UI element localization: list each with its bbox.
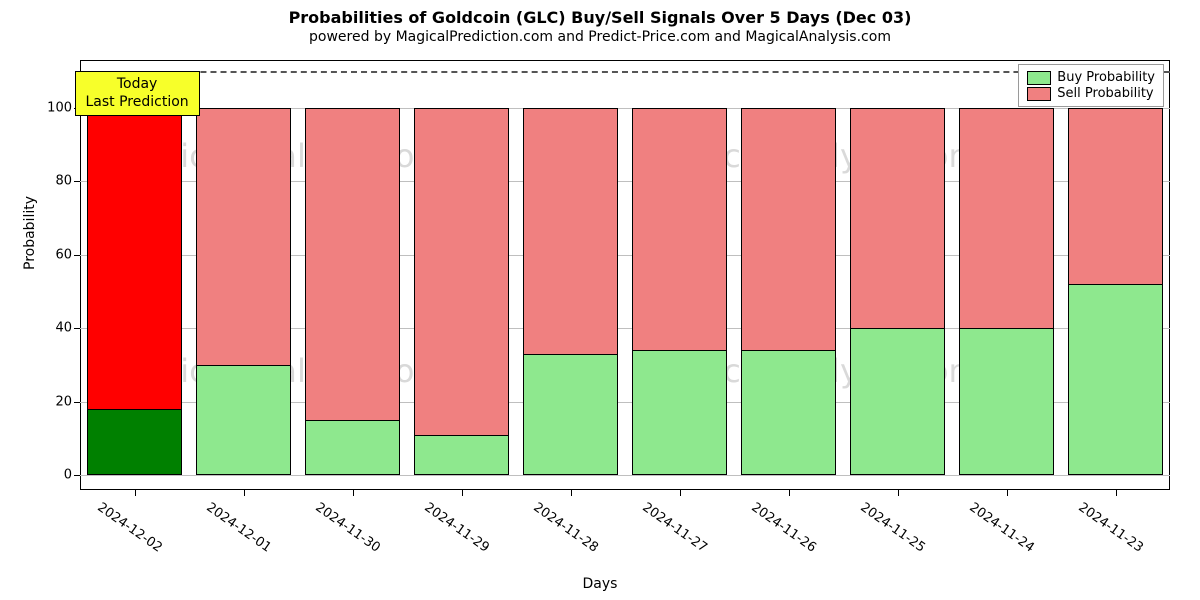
buy-bar: [523, 354, 619, 475]
x-tick-mark: [1007, 490, 1008, 496]
bar-group: [523, 60, 619, 490]
buy-bar: [305, 420, 401, 475]
x-tick-mark: [680, 490, 681, 496]
buy-bar: [87, 409, 183, 475]
buy-bar: [632, 350, 728, 475]
legend: Buy ProbabilitySell Probability: [1018, 64, 1164, 107]
buy-bar: [196, 365, 292, 475]
plot-area: 020406080100MagicalAnalysis.comMagicalAn…: [80, 60, 1170, 490]
y-tick-mark: [74, 475, 80, 476]
x-tick-label: 2024-12-02: [94, 500, 165, 556]
y-tick-label: 80: [55, 174, 72, 189]
legend-row-buy: Buy Probability: [1027, 70, 1155, 85]
bar-group: [632, 60, 728, 490]
y-tick-mark: [74, 402, 80, 403]
y-tick-label: 0: [64, 468, 72, 483]
y-tick-mark: [74, 181, 80, 182]
y-tick-label: 100: [47, 100, 72, 115]
y-tick-label: 20: [55, 394, 72, 409]
x-tick-label: 2024-11-27: [639, 500, 710, 556]
bar-group: [1068, 60, 1164, 490]
chart-title: Probabilities of Goldcoin (GLC) Buy/Sell…: [0, 8, 1200, 27]
x-tick-mark: [244, 490, 245, 496]
legend-swatch-buy: [1027, 71, 1051, 85]
sell-bar: [414, 108, 510, 476]
buy-bar: [414, 435, 510, 475]
x-tick-label: 2024-12-01: [203, 500, 274, 556]
y-tick-label: 60: [55, 247, 72, 262]
x-tick-mark: [462, 490, 463, 496]
legend-row-sell: Sell Probability: [1027, 86, 1155, 101]
y-tick-mark: [74, 328, 80, 329]
y-tick-mark: [74, 255, 80, 256]
x-tick-label: 2024-11-30: [312, 500, 383, 556]
x-tick-mark: [789, 490, 790, 496]
x-tick-label: 2024-11-28: [530, 500, 601, 556]
buy-bar: [959, 328, 1055, 475]
x-tick-mark: [353, 490, 354, 496]
buy-bar: [741, 350, 837, 475]
bar-group: [87, 60, 183, 490]
chart-subtitle: powered by MagicalPrediction.com and Pre…: [0, 29, 1200, 45]
today-annotation: TodayLast Prediction: [75, 71, 200, 116]
bar-group: [850, 60, 946, 490]
bar-group: [196, 60, 292, 490]
x-tick-mark: [898, 490, 899, 496]
x-tick-label: 2024-11-23: [1075, 500, 1146, 556]
x-tick-mark: [1116, 490, 1117, 496]
annotation-line1: Today: [86, 76, 189, 94]
buy-bar: [850, 328, 946, 475]
bar-group: [741, 60, 837, 490]
buy-bar: [1068, 284, 1164, 475]
bar-group: [305, 60, 401, 490]
bar-group: [959, 60, 1055, 490]
y-tick-label: 40: [55, 321, 72, 336]
x-tick-label: 2024-11-24: [966, 500, 1037, 556]
x-tick-mark: [571, 490, 572, 496]
x-tick-label: 2024-11-26: [748, 500, 819, 556]
x-tick-label: 2024-11-25: [857, 500, 928, 556]
x-axis-label: Days: [583, 576, 618, 592]
bar-group: [414, 60, 510, 490]
y-axis-label: Probability: [22, 196, 38, 270]
x-tick-label: 2024-11-29: [421, 500, 492, 556]
x-tick-mark: [135, 490, 136, 496]
legend-swatch-sell: [1027, 87, 1051, 101]
legend-label-sell: Sell Probability: [1057, 86, 1153, 101]
annotation-line2: Last Prediction: [86, 94, 189, 112]
legend-label-buy: Buy Probability: [1057, 70, 1155, 85]
